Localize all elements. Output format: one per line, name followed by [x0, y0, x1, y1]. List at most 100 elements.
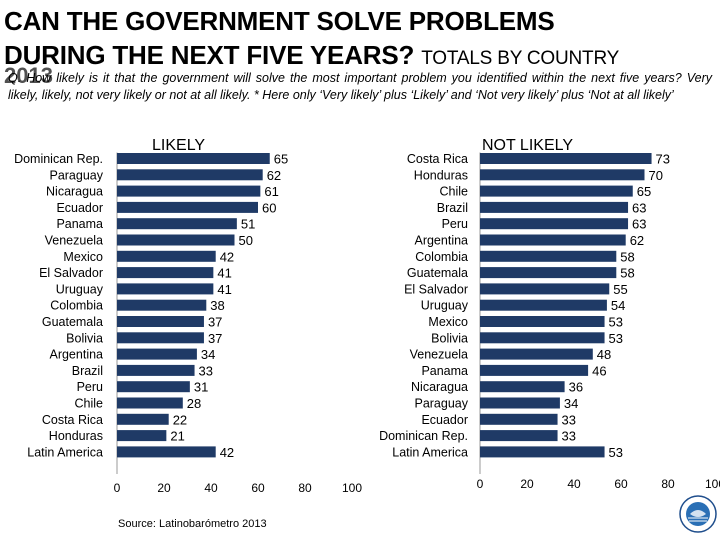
- x-tick-label: 0: [477, 477, 484, 491]
- category-label: Ecuador: [56, 201, 103, 215]
- category-label: Venezuela: [45, 234, 103, 248]
- bar: [117, 413, 169, 425]
- category-label: Panama: [421, 364, 468, 378]
- category-label: Honduras: [414, 168, 468, 182]
- data-label: 38: [210, 298, 224, 313]
- data-label: 46: [592, 363, 606, 378]
- bar: [117, 381, 190, 393]
- x-tick-label: 60: [614, 477, 628, 491]
- data-label: 58: [620, 249, 634, 264]
- category-label: Uruguay: [421, 299, 469, 313]
- data-label: 50: [239, 233, 253, 248]
- x-tick-label: 80: [661, 477, 675, 491]
- data-label: 70: [649, 168, 663, 183]
- bar: [480, 446, 605, 458]
- x-tick-label: 40: [204, 481, 218, 495]
- data-label: 55: [613, 282, 627, 297]
- page-title-line1: CAN THE GOVERNMENT SOLVE PROBLEMS: [4, 6, 555, 36]
- x-tick-label: 40: [567, 477, 581, 491]
- bar: [117, 348, 197, 360]
- bar: [117, 169, 263, 181]
- data-label: 41: [217, 282, 231, 297]
- category-label: Honduras: [49, 429, 103, 443]
- bar: [117, 218, 237, 230]
- category-label: Guatemala: [407, 266, 468, 280]
- likely-chart-title: LIKELY: [152, 137, 206, 154]
- bar: [480, 250, 617, 262]
- data-label: 63: [632, 200, 646, 215]
- category-label: Latin America: [27, 445, 103, 459]
- data-label: 37: [208, 331, 222, 346]
- data-label: 60: [262, 200, 276, 215]
- category-label: Paraguay: [414, 397, 468, 411]
- bar: [480, 283, 610, 295]
- data-label: 33: [562, 429, 576, 444]
- data-label: 28: [187, 396, 201, 411]
- survey-question: Q. How likely is it that the government …: [8, 71, 712, 102]
- category-label: Colombia: [415, 250, 468, 264]
- bar: [480, 153, 652, 164]
- bar: [117, 364, 195, 376]
- survey-year: 2013: [4, 63, 53, 88]
- page-title-line2: DURING THE NEXT FIVE YEARS? TOTALS BY CO…: [4, 40, 619, 71]
- category-label: Brazil: [437, 201, 468, 215]
- data-label: 62: [630, 233, 644, 248]
- bar: [117, 201, 258, 213]
- category-label: Chile: [75, 397, 104, 411]
- title-main: DURING THE NEXT FIVE YEARS?: [4, 40, 415, 70]
- category-label: Chile: [440, 185, 469, 199]
- category-label: Peru: [77, 380, 103, 394]
- data-label: 54: [611, 298, 625, 313]
- bar: [480, 430, 558, 442]
- bar: [117, 332, 204, 344]
- bar: [480, 381, 565, 393]
- bar: [480, 397, 560, 409]
- bar: [480, 364, 589, 376]
- data-label: 33: [199, 363, 213, 378]
- bar: [480, 201, 629, 213]
- source-note: Source: Latinobarómetro 2013: [118, 518, 267, 530]
- bar: [480, 169, 645, 181]
- bar: [480, 348, 593, 360]
- bar: [117, 283, 214, 295]
- x-tick-label: 20: [157, 481, 171, 495]
- category-label: El Salvador: [39, 266, 103, 280]
- bar: [117, 267, 214, 279]
- data-label: 34: [564, 396, 578, 411]
- title-subtitle: TOTALS BY COUNTRY: [421, 48, 620, 69]
- category-label: Mexico: [63, 250, 103, 264]
- data-label: 21: [170, 429, 184, 444]
- x-tick-label: 100: [705, 477, 720, 491]
- category-label: Nicaragua: [46, 185, 103, 199]
- data-label: 41: [217, 266, 231, 281]
- category-label: Colombia: [50, 299, 103, 313]
- bar: [117, 430, 167, 442]
- category-label: Nicaragua: [411, 380, 468, 394]
- data-label: 58: [620, 266, 634, 281]
- category-label: Uruguay: [56, 282, 104, 296]
- x-tick-label: 0: [114, 481, 121, 495]
- x-tick-label: 60: [251, 481, 265, 495]
- bar: [117, 250, 216, 262]
- data-label: 42: [220, 445, 234, 460]
- x-tick-label: 100: [342, 481, 362, 495]
- latinobarometro-logo-icon: [679, 495, 717, 533]
- bar: [117, 153, 270, 164]
- not-likely-chart-title: NOT LIKELY: [482, 137, 573, 154]
- data-label: 53: [609, 331, 623, 346]
- bar: [480, 316, 605, 327]
- bar: [117, 316, 204, 327]
- category-label: Dominican Rep.: [14, 152, 103, 166]
- category-label: El Salvador: [404, 282, 468, 296]
- data-label: 48: [597, 347, 611, 362]
- bar: [480, 267, 617, 279]
- data-label: 42: [220, 249, 234, 264]
- bar: [480, 234, 626, 246]
- bar: [480, 332, 605, 344]
- data-label: 65: [274, 152, 288, 167]
- bar: [480, 185, 633, 197]
- data-label: 51: [241, 217, 255, 232]
- data-label: 22: [173, 412, 187, 427]
- data-label: 53: [609, 445, 623, 460]
